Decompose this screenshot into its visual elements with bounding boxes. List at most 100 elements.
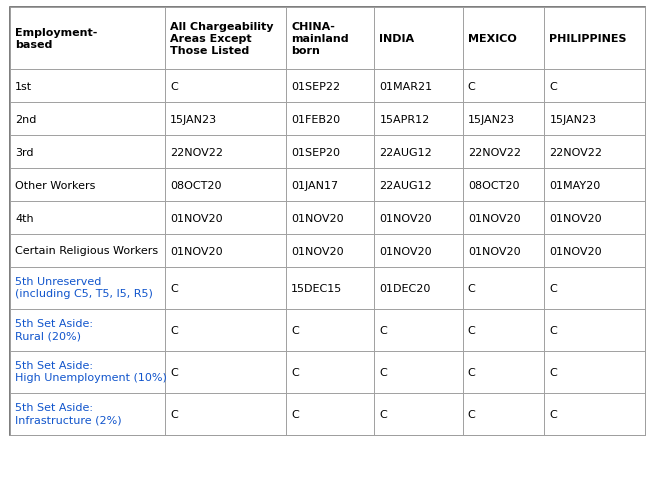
Bar: [10, 136, 165, 168]
Text: 2nd: 2nd: [15, 114, 37, 124]
Bar: [463, 267, 544, 309]
Text: 15JAN23: 15JAN23: [170, 114, 217, 124]
Text: C: C: [291, 325, 299, 336]
Bar: [375, 267, 463, 309]
Text: 15APR12: 15APR12: [379, 114, 430, 124]
Text: 15JAN23: 15JAN23: [468, 114, 515, 124]
Bar: [463, 202, 544, 235]
Bar: [463, 136, 544, 168]
Text: 01MAY20: 01MAY20: [550, 180, 601, 190]
Text: 22AUG12: 22AUG12: [379, 180, 432, 190]
Bar: [375, 351, 463, 393]
Bar: [10, 393, 165, 435]
Bar: [375, 235, 463, 267]
Text: C: C: [170, 325, 178, 336]
Bar: [286, 235, 375, 267]
Bar: [463, 309, 544, 351]
Bar: [10, 8, 645, 435]
Text: 01NOV20: 01NOV20: [379, 213, 432, 223]
Text: 22AUG12: 22AUG12: [379, 147, 432, 157]
Text: 01JAN17: 01JAN17: [291, 180, 338, 190]
Text: 08OCT20: 08OCT20: [468, 180, 519, 190]
Text: 01NOV20: 01NOV20: [170, 246, 223, 256]
Text: 15JAN23: 15JAN23: [550, 114, 597, 124]
Text: 4th: 4th: [15, 213, 33, 223]
Bar: [10, 351, 165, 393]
Text: 01SEP20: 01SEP20: [291, 147, 340, 157]
Text: 22NOV22: 22NOV22: [550, 147, 603, 157]
Bar: [544, 267, 645, 309]
Text: 01NOV20: 01NOV20: [291, 246, 344, 256]
Bar: [544, 136, 645, 168]
Bar: [463, 351, 544, 393]
Bar: [463, 103, 544, 136]
Bar: [286, 103, 375, 136]
Bar: [375, 103, 463, 136]
Text: INDIA: INDIA: [379, 34, 415, 44]
Bar: [375, 309, 463, 351]
Text: C: C: [170, 367, 178, 377]
Bar: [286, 202, 375, 235]
Text: 01NOV20: 01NOV20: [468, 246, 521, 256]
Text: MEXICO: MEXICO: [468, 34, 517, 44]
Bar: [10, 267, 165, 309]
Bar: [544, 235, 645, 267]
Text: 08OCT20: 08OCT20: [170, 180, 221, 190]
Text: PHILIPPINES: PHILIPPINES: [550, 34, 627, 44]
Text: C: C: [550, 367, 557, 377]
Bar: [463, 393, 544, 435]
Text: C: C: [170, 81, 178, 91]
Text: 3rd: 3rd: [15, 147, 33, 157]
Text: 5th Set Aside:
Rural (20%): 5th Set Aside: Rural (20%): [15, 318, 93, 340]
Text: 22NOV22: 22NOV22: [170, 147, 223, 157]
Text: All Chargeability
Areas Except
Those Listed: All Chargeability Areas Except Those Lis…: [170, 23, 274, 56]
Text: 01FEB20: 01FEB20: [291, 114, 340, 124]
Bar: [286, 351, 375, 393]
Bar: [10, 70, 165, 103]
Text: 22NOV22: 22NOV22: [468, 147, 521, 157]
Bar: [165, 168, 286, 202]
Bar: [375, 168, 463, 202]
Text: Certain Religious Workers: Certain Religious Workers: [15, 246, 158, 256]
Text: C: C: [468, 325, 476, 336]
Text: 01SEP22: 01SEP22: [291, 81, 340, 91]
Text: 01MAR21: 01MAR21: [379, 81, 432, 91]
Text: C: C: [379, 325, 387, 336]
Bar: [165, 309, 286, 351]
Bar: [286, 136, 375, 168]
Bar: [10, 168, 165, 202]
Text: C: C: [379, 367, 387, 377]
Bar: [286, 8, 375, 70]
Bar: [10, 103, 165, 136]
Bar: [544, 103, 645, 136]
Bar: [165, 393, 286, 435]
Bar: [544, 70, 645, 103]
Text: 5th Set Aside:
High Unemployment (10%): 5th Set Aside: High Unemployment (10%): [15, 360, 167, 383]
Text: C: C: [550, 283, 557, 293]
Text: 15DEC15: 15DEC15: [291, 283, 343, 293]
Text: C: C: [170, 409, 178, 419]
Bar: [165, 103, 286, 136]
Text: 01NOV20: 01NOV20: [379, 246, 432, 256]
Bar: [286, 168, 375, 202]
Text: 5th Set Aside:
Infrastructure (2%): 5th Set Aside: Infrastructure (2%): [15, 402, 122, 424]
Bar: [463, 235, 544, 267]
Bar: [544, 309, 645, 351]
Bar: [544, 351, 645, 393]
Text: C: C: [291, 409, 299, 419]
Bar: [375, 202, 463, 235]
Text: C: C: [468, 367, 476, 377]
Bar: [165, 8, 286, 70]
Bar: [375, 393, 463, 435]
Text: 01NOV20: 01NOV20: [291, 213, 344, 223]
Text: C: C: [550, 325, 557, 336]
Text: 1st: 1st: [15, 81, 32, 91]
Text: C: C: [468, 81, 476, 91]
Bar: [463, 8, 544, 70]
Bar: [463, 168, 544, 202]
Text: C: C: [379, 409, 387, 419]
Text: C: C: [550, 81, 557, 91]
Text: 01NOV20: 01NOV20: [170, 213, 223, 223]
Text: CHINA-
mainland
born: CHINA- mainland born: [291, 23, 348, 56]
Text: 01NOV20: 01NOV20: [468, 213, 521, 223]
